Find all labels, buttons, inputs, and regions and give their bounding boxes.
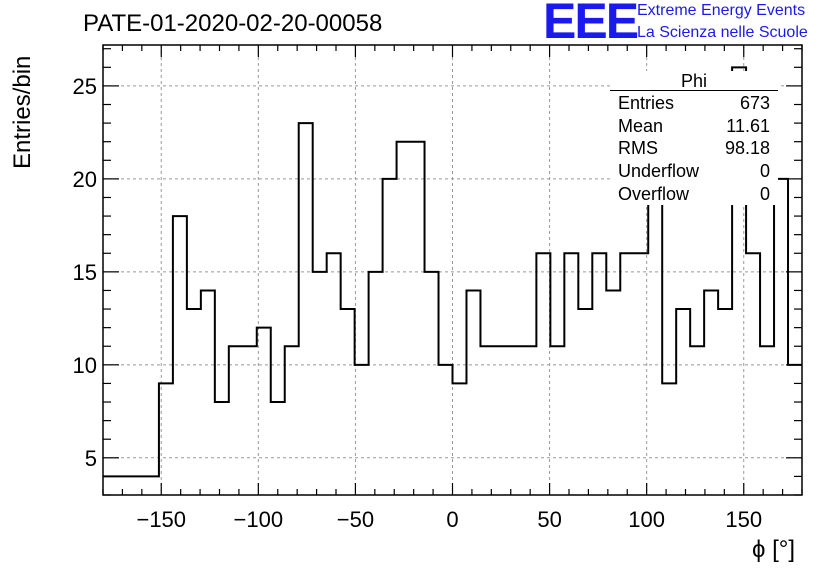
eee-logo: EEE xyxy=(543,0,639,49)
y-tick-label: 10 xyxy=(73,353,97,378)
x-tick-label: 50 xyxy=(537,507,561,532)
axis-ticks xyxy=(102,45,803,496)
stats-box: Phi Entries 673 Mean 11.61 RMS 98.18 Und… xyxy=(610,71,778,205)
x-tick-label: −50 xyxy=(337,507,374,532)
stats-row-mean: Mean 11.61 xyxy=(618,116,770,139)
stats-row-entries: Entries 673 xyxy=(618,93,770,116)
histogram-series-phi xyxy=(103,66,802,478)
plot-frame xyxy=(102,44,803,496)
stats-label: Entries xyxy=(618,93,675,113)
x-tick-label: −150 xyxy=(136,507,186,532)
tick-labels: −150 −100 −50 0 50 100 150 5 10 15 20 25 xyxy=(73,74,763,532)
stats-histogram-name: Phi xyxy=(680,71,707,91)
stats-label: Overflow xyxy=(618,184,690,204)
x-tick-label: −100 xyxy=(234,507,284,532)
x-tick-label: 100 xyxy=(628,507,665,532)
x-tick-label: 0 xyxy=(446,507,458,532)
y-axis-label: Entries/bin xyxy=(9,55,36,169)
logo-line-2: La Scienza nelle Scuole xyxy=(637,24,808,41)
stats-divider xyxy=(610,90,778,91)
x-axis-label: ϕ [°] xyxy=(752,536,796,563)
stats-row-rms: RMS 98.18 xyxy=(618,138,770,161)
y-tick-label: 20 xyxy=(73,167,97,192)
stats-value: 0 xyxy=(759,161,770,181)
stats-label: RMS xyxy=(618,138,658,158)
stats-value: 673 xyxy=(739,93,770,113)
stats-row-underflow: Underflow 0 xyxy=(618,161,770,184)
page-title: PATE-01-2020-02-20-00058 xyxy=(83,10,383,37)
stats-row-overflow: Overflow 0 xyxy=(618,184,770,207)
stats-label: Mean xyxy=(618,116,664,136)
stats-value: 98.18 xyxy=(724,138,770,158)
stats-label: Underflow xyxy=(618,161,700,181)
stats-value: 11.61 xyxy=(726,116,770,136)
x-tick-label: 150 xyxy=(725,507,762,532)
logo-line-1: Extreme Energy Events xyxy=(637,2,806,19)
y-tick-label: 15 xyxy=(73,260,97,285)
y-tick-label: 25 xyxy=(73,74,97,99)
stats-value: 0 xyxy=(759,184,770,204)
y-tick-label: 5 xyxy=(85,446,97,471)
